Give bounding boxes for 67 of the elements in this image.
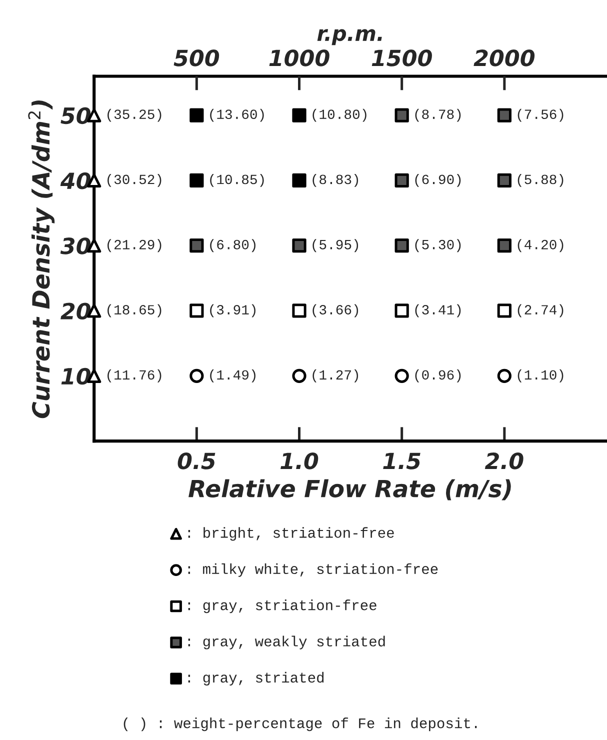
- annotation: (1.49): [210, 369, 256, 382]
- x-axis-title: Relative Flow Rate (m/s): [188, 479, 511, 500]
- annotation: (11.76): [108, 369, 162, 382]
- x-tick-label: 1.0: [280, 452, 318, 470]
- point: [190, 238, 204, 253]
- legend-label: : gray, striated: [188, 672, 324, 686]
- point: [292, 368, 306, 383]
- point: [292, 238, 306, 253]
- annotation: (4.20): [518, 239, 564, 252]
- point: [394, 238, 409, 253]
- annotation: (8.78): [415, 108, 461, 122]
- annotation: (3.66): [312, 304, 358, 318]
- point: [394, 368, 409, 383]
- y-tick-label: 40: [60, 172, 91, 190]
- legend-label: : gray, striation-free: [188, 600, 376, 614]
- text: ( ) : weight-percentage of Fe in deposit.: [124, 718, 477, 732]
- point: [394, 108, 409, 122]
- annotation: (3.91): [210, 304, 256, 318]
- annotation: (0.96): [415, 369, 461, 382]
- annotation: (1.27): [312, 369, 358, 382]
- point: [292, 173, 306, 188]
- annotation: (18.65): [108, 304, 162, 318]
- point: [190, 304, 204, 318]
- annotation: (3.41): [415, 304, 461, 318]
- annotation: (6.90): [415, 174, 461, 187]
- x-tick-label: 0.5: [178, 452, 216, 470]
- annotation: (10.80): [312, 108, 366, 122]
- point: [292, 304, 306, 318]
- annotation: (13.60): [210, 108, 264, 122]
- annotation: (35.25): [108, 108, 162, 122]
- point: [190, 108, 204, 122]
- annotation: (5.88): [518, 174, 564, 187]
- annotation: (5.30): [415, 239, 461, 252]
- x2-axis-title: r.p.m.: [317, 29, 382, 46]
- annotation: (30.52): [108, 174, 162, 187]
- y-tick-label: 20: [60, 302, 91, 320]
- point: [497, 304, 512, 318]
- x-tick-label: 2.0: [484, 452, 524, 470]
- annotation: (21.29): [108, 239, 162, 252]
- y-tick-label: 10: [61, 368, 91, 385]
- y-tick-label: 50: [60, 107, 91, 124]
- x2-tick-label: 1000: [269, 50, 330, 66]
- x2-tick-label: 500: [174, 50, 220, 66]
- point: [497, 108, 512, 122]
- annotation: (1.10): [518, 369, 564, 382]
- x2-tick-label: 2000: [474, 50, 535, 66]
- legend-label: : milky white, striation-free: [188, 563, 438, 577]
- annotation: (5.95): [312, 239, 358, 252]
- legend-label: : bright, striation-free: [188, 527, 394, 541]
- point: [190, 368, 204, 383]
- point: [497, 173, 512, 188]
- annotation: (7.56): [518, 108, 564, 122]
- annotation: (8.83): [312, 174, 358, 187]
- point: [394, 304, 409, 318]
- x-tick-label: 1.5: [383, 452, 420, 470]
- annotation: (6.80): [210, 239, 256, 252]
- point: [394, 173, 409, 188]
- y-tick-label: 30: [60, 238, 91, 254]
- legend-label: : gray, weakly striated: [188, 636, 385, 650]
- point: [497, 238, 512, 253]
- annotation: (10.85): [210, 174, 264, 187]
- x2-tick-label: 1500: [372, 50, 432, 66]
- point: [497, 368, 512, 383]
- point: [292, 108, 306, 122]
- annotation: (2.74): [518, 304, 564, 318]
- point: [190, 173, 204, 188]
- y-axis-title: Current Density (A/dm$^{2}$): [28, 100, 55, 418]
